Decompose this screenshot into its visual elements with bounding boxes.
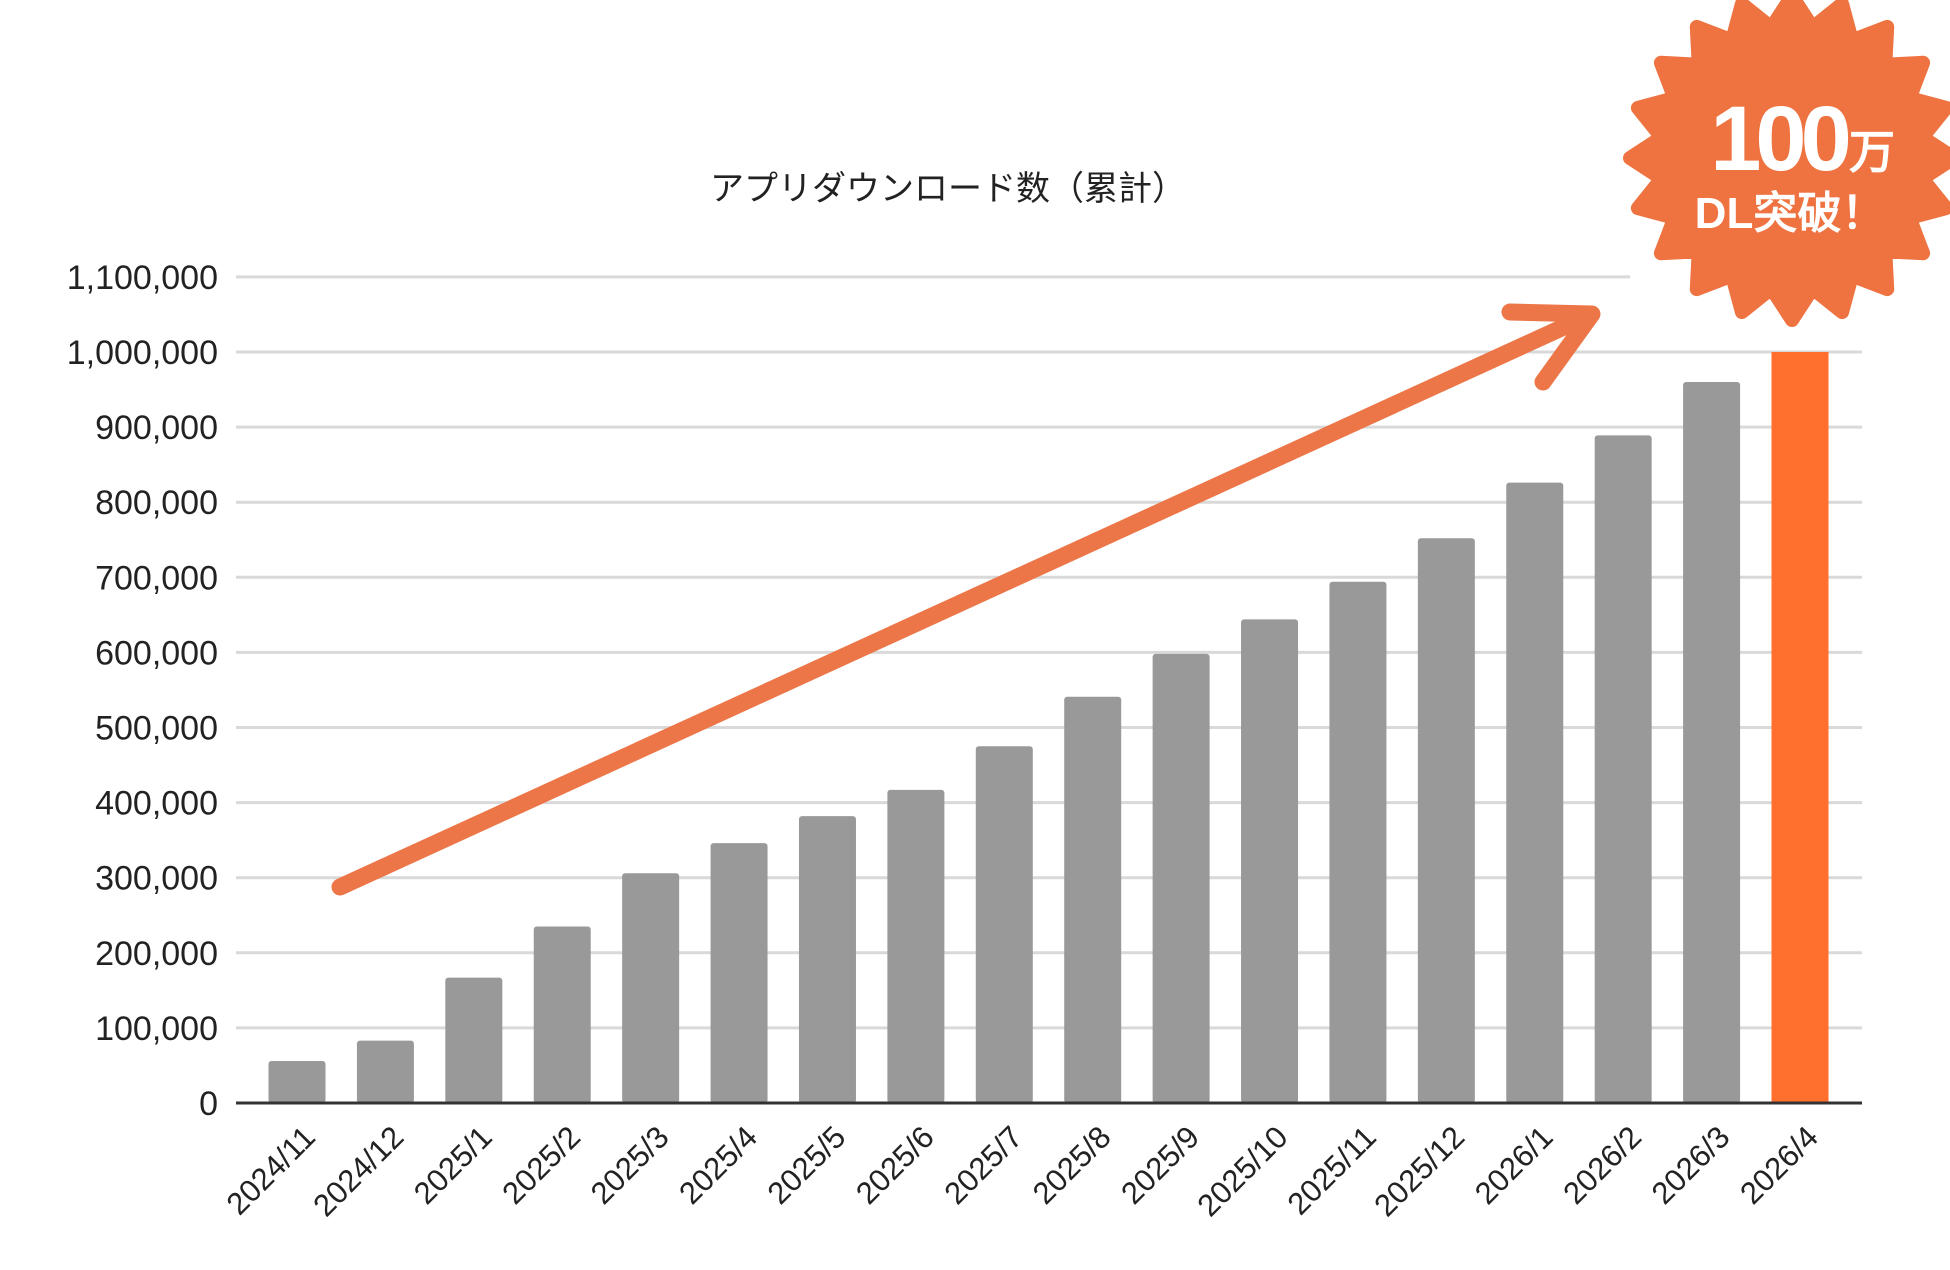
trend-arrow [331,303,1601,896]
x-tick-label: 2025/6 [849,1119,941,1211]
bar [1417,538,1475,1103]
x-tick-label: 2024/12 [306,1119,410,1223]
badge-text: DL突破！ [1695,189,1886,238]
chart-title: アプリダウンロード数（累計） [710,169,1186,209]
x-tick-label: 2025/3 [584,1119,676,1211]
y-tick-label: 200,000 [95,935,218,973]
starburst-badge-shape [1623,0,1950,327]
bar [1329,581,1387,1103]
bar [533,926,591,1103]
arrow-head [1501,303,1601,391]
badge-unit: 万 [1849,126,1895,178]
y-tick-label: 300,000 [95,860,218,898]
bar [445,977,503,1103]
y-axis: 0 100,000 200,000 300,000 400,000 500,000 600,… [67,259,218,1123]
bar [1152,653,1210,1103]
x-tick-label: 2026/1 [1468,1119,1560,1211]
bar [356,1040,414,1103]
arrow-shaft [331,306,1599,896]
x-tick-label: 2025/12 [1367,1119,1471,1223]
y-tick-label: 0 [199,1085,218,1123]
y-tick-label: 1,000,000 [67,334,218,372]
x-tick-label: 2024/11 [220,1119,322,1221]
bar [1064,696,1122,1103]
bar [1683,382,1741,1103]
x-tick-label: 2025/10 [1190,1119,1294,1223]
x-tick-label: 2025/8 [1026,1119,1118,1211]
x-tick-label: 2025/5 [761,1119,853,1211]
bar [1594,435,1652,1104]
bar [1241,619,1299,1103]
y-tick-label: 700,000 [95,559,218,597]
bar [710,843,768,1103]
y-tick-label: 600,000 [95,634,218,672]
bar [1506,482,1564,1103]
bar [975,746,1033,1103]
x-tick-label: 2026/3 [1645,1119,1737,1211]
bar [887,789,945,1103]
y-tick-label: 400,000 [95,785,218,823]
milestone-badge: 100 万 DL突破！ [1623,0,1950,327]
bar [622,873,680,1103]
x-tick-label: 2025/2 [495,1119,587,1211]
bar [798,816,856,1103]
badge-number: 100 [1710,88,1848,190]
x-tick-label: 2025/1 [407,1119,499,1211]
x-tick-label: 2026/2 [1556,1119,1648,1211]
gridlines [236,275,1862,1030]
y-tick-label: 100,000 [95,1010,218,1048]
bars [268,352,1829,1104]
x-axis: 2024/112024/122025/12025/22025/32025/420… [220,1101,1862,1223]
bar [1771,352,1829,1103]
x-tick-label: 2025/4 [672,1119,764,1211]
x-tick-label: 2025/7 [937,1119,1029,1211]
y-tick-label: 900,000 [95,409,218,447]
x-tick-label: 2026/4 [1733,1119,1825,1211]
y-tick-label: 1,100,000 [67,259,218,297]
y-tick-label: 500,000 [95,710,218,748]
x-tick-label: 2025/11 [1281,1119,1383,1221]
y-tick-label: 800,000 [95,484,218,522]
bar [268,1060,326,1103]
